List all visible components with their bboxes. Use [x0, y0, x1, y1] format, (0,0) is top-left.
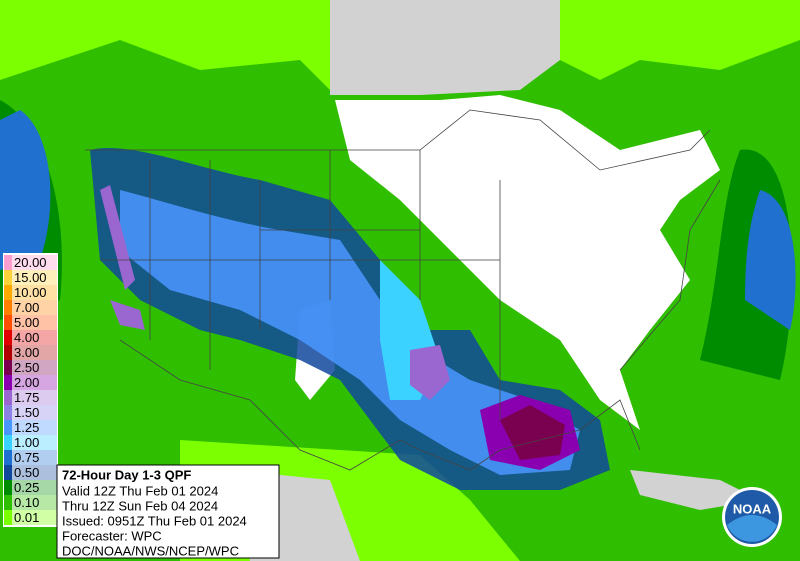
legend-label: 0.75 [14, 450, 39, 465]
legend-swatch [4, 375, 12, 390]
legend-swatch [4, 435, 12, 450]
info-title: 72-Hour Day 1-3 QPF [62, 467, 191, 482]
legend-swatch [4, 495, 12, 510]
legend-band [12, 330, 57, 345]
legend-band [12, 465, 57, 480]
info-line: Forecaster: WPC [62, 528, 162, 543]
logo-text: NOAA [733, 501, 772, 516]
legend-label: 7.00 [14, 300, 39, 315]
legend-swatch [4, 360, 12, 375]
legend-band [12, 390, 57, 405]
info-line: Thru 12Z Sun Feb 04 2024 [62, 498, 218, 513]
legend-frame [3, 253, 58, 527]
legend-band [12, 480, 57, 495]
legend-swatch [4, 300, 12, 315]
legend-label: 15.00 [14, 270, 47, 285]
legend-band [12, 255, 57, 270]
info-line: DOC/NOAA/NWS/NCEP/WPC [62, 543, 239, 558]
legend-swatch [4, 390, 12, 405]
legend-label: 0.01 [14, 510, 39, 525]
legend-band [12, 510, 57, 525]
legend: 20.0015.0010.007.005.004.003.002.502.001… [3, 253, 58, 527]
legend-label: 0.50 [14, 465, 39, 480]
info-line: Valid 12Z Thu Feb 01 2024 [62, 483, 218, 498]
noaa-logo: NOAA [722, 487, 782, 547]
legend-swatch [4, 270, 12, 285]
legend-swatch [4, 480, 12, 495]
legend-band [12, 420, 57, 435]
legend-band [12, 360, 57, 375]
legend-label: 2.00 [14, 375, 39, 390]
legend-swatch [4, 420, 12, 435]
legend-label: 4.00 [14, 330, 39, 345]
legend-swatch [4, 465, 12, 480]
legend-label: 1.75 [14, 390, 39, 405]
borders [85, 109, 721, 471]
legend-band [12, 405, 57, 420]
legend-band [12, 285, 57, 300]
legend-swatch [4, 345, 12, 360]
precip-areas [90, 147, 610, 490]
legend-swatch [4, 315, 12, 330]
legend-swatch [4, 255, 12, 270]
info-box: 72-Hour Day 1-3 QPF Valid 12Z Thu Feb 01… [56, 464, 280, 559]
legend-band [12, 315, 57, 330]
legend-swatch [4, 450, 12, 465]
info-line: Issued: 0951Z Thu Feb 01 2024 [62, 513, 247, 528]
legend-label: 3.00 [14, 345, 39, 360]
legend-swatch [4, 510, 12, 525]
legend-band [12, 495, 57, 510]
legend-label: 2.50 [14, 360, 39, 375]
legend-band [12, 375, 57, 390]
legend-label: 5.00 [14, 315, 39, 330]
legend-band [12, 300, 57, 315]
legend-band [12, 345, 57, 360]
legend-swatch [4, 405, 12, 420]
legend-label: 20.00 [14, 255, 47, 270]
legend-band [12, 435, 57, 450]
legend-label: 1.00 [14, 435, 39, 450]
legend-swatch [4, 330, 12, 345]
legend-label: 1.25 [14, 420, 39, 435]
legend-label: 1.50 [14, 405, 39, 420]
legend-band [12, 270, 57, 285]
legend-label: 0.10 [14, 495, 39, 510]
legend-band [12, 450, 57, 465]
legend-swatch [4, 285, 12, 300]
legend-label: 10.00 [14, 285, 47, 300]
legend-label: 0.25 [14, 480, 39, 495]
